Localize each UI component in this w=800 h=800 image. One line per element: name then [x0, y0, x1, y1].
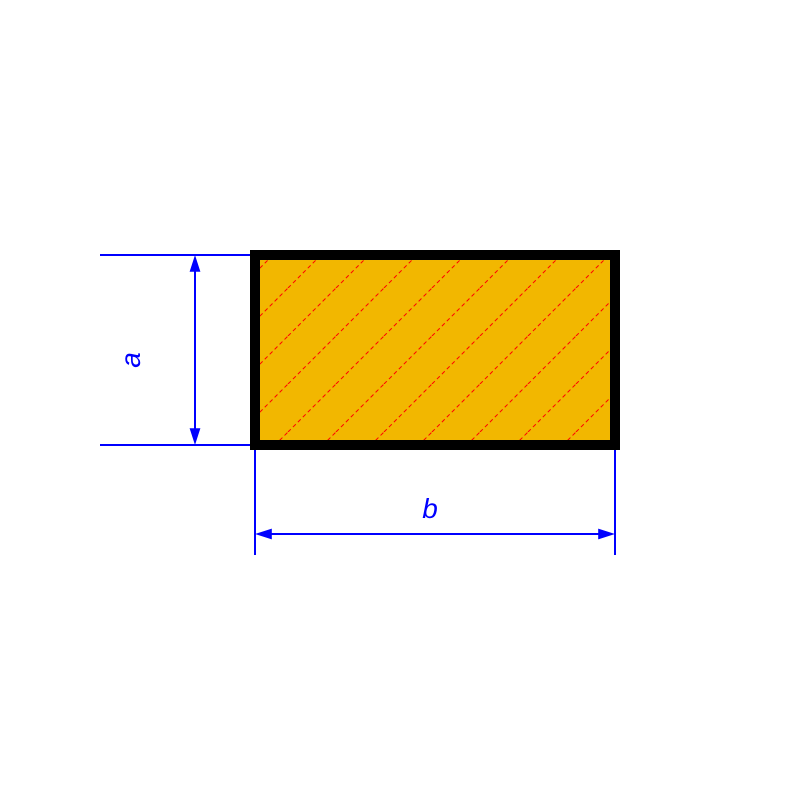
section-rectangle [255, 255, 615, 445]
cross-section-diagram: ab [0, 0, 800, 800]
diagram-container: ab [0, 0, 800, 800]
dimension-b-label: b [422, 493, 438, 524]
dimension-a-label: a [115, 352, 146, 368]
